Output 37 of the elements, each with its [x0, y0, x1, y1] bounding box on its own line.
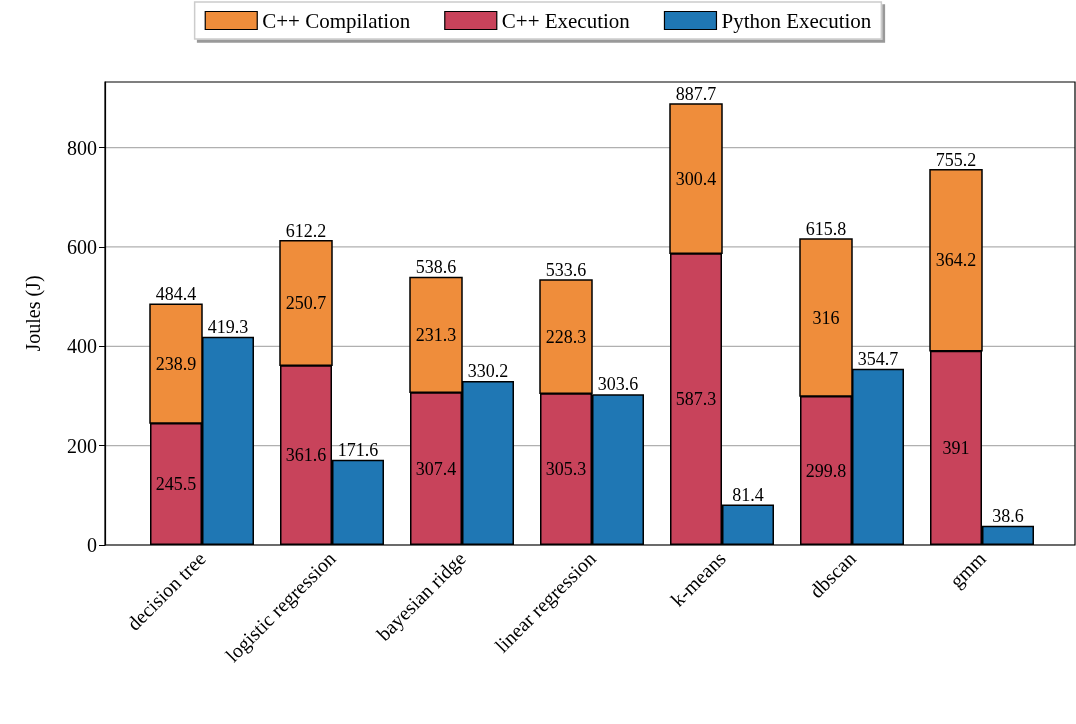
data-label: 299.8 [805, 460, 847, 481]
data-label: 361.6 [285, 445, 327, 466]
data-label: 228.3 [545, 326, 587, 347]
y-tick-label: 800 [67, 136, 97, 159]
y-axis-title: Joules (J) [22, 275, 45, 352]
annotation: 755.2 [935, 149, 977, 170]
legend-label: Python Execution [721, 8, 872, 33]
data-label: 391 [942, 437, 970, 458]
data-label: 305.3 [545, 459, 587, 480]
data-label: 171.6 [337, 439, 379, 460]
data-label: 300.4 [675, 168, 717, 189]
data-label: 303.6 [597, 374, 639, 395]
data-label: 419.3 [207, 316, 249, 337]
data-label: 354.7 [857, 348, 899, 369]
data-label: 238.9 [155, 353, 197, 374]
annotation: 538.6 [415, 257, 457, 278]
data-label: 316 [812, 307, 840, 328]
data-label: 38.6 [992, 505, 1024, 526]
data-label: 330.2 [467, 360, 509, 381]
annotation: 484.4 [155, 284, 197, 305]
data-label: 250.7 [285, 293, 327, 314]
y-tick-label: 0 [87, 534, 97, 556]
y-tick-label: 600 [67, 235, 97, 258]
y-tick-label: 400 [67, 335, 97, 358]
annotation: 533.6 [545, 259, 587, 280]
annotation: 887.7 [675, 84, 717, 105]
legend-label: C++ Compilation [262, 8, 411, 33]
data-label: 245.5 [155, 474, 197, 495]
legend-label: C++ Execution [501, 8, 631, 33]
y-tick-label: 200 [67, 434, 97, 457]
data-label: 364.2 [935, 250, 977, 271]
data-label: 587.3 [675, 389, 717, 410]
annotation: 615.8 [805, 219, 847, 240]
data-label: 307.4 [415, 458, 457, 479]
data-label: 231.3 [415, 324, 457, 345]
annotation: 612.2 [285, 220, 327, 241]
data-label: 81.4 [732, 484, 764, 505]
